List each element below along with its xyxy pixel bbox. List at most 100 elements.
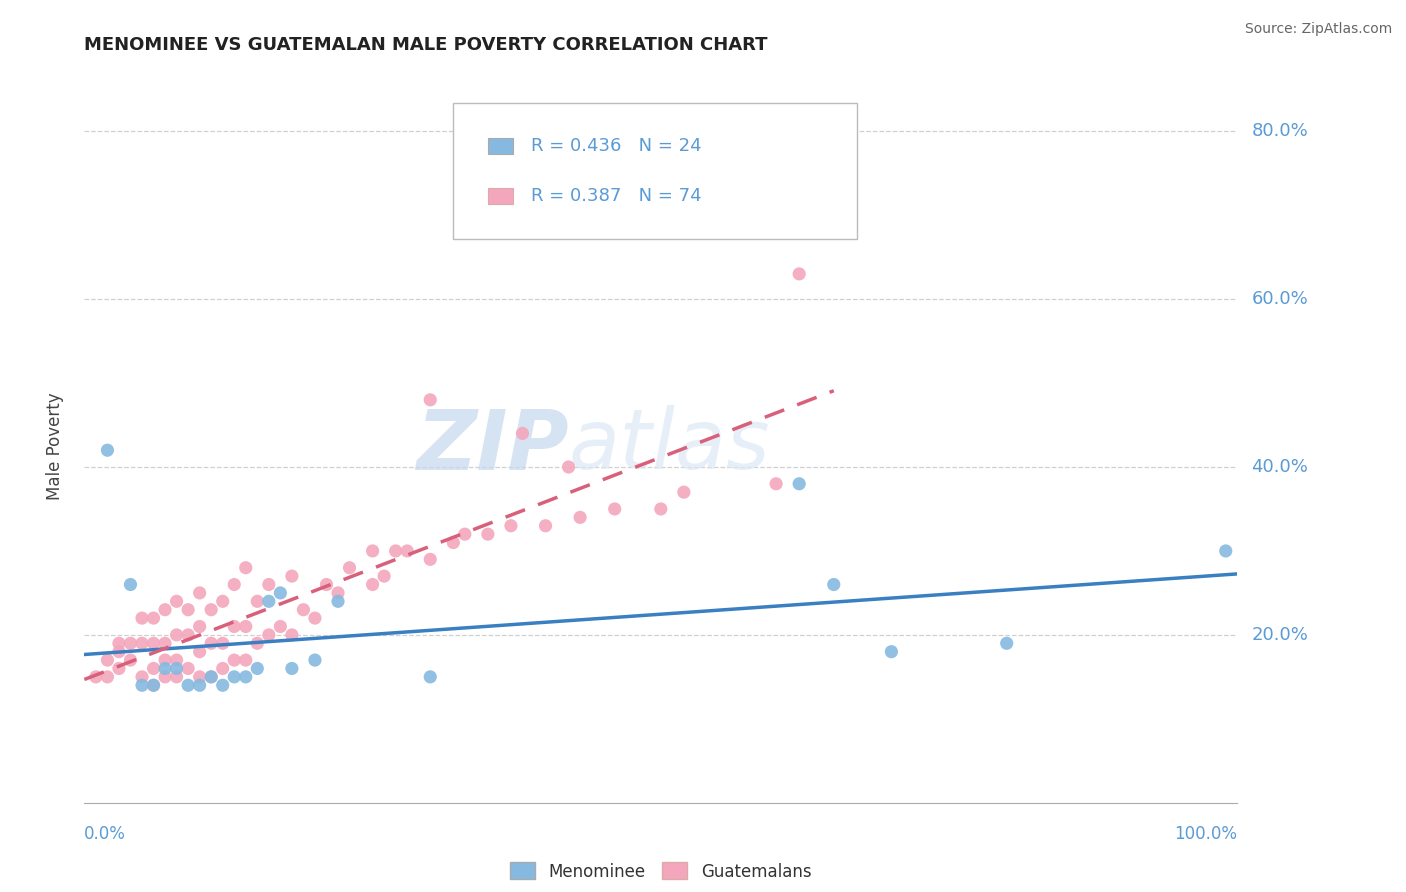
- Point: [108, 645, 131, 659]
- Point: [292, 603, 315, 617]
- Point: [235, 653, 257, 667]
- Point: [281, 569, 304, 583]
- Point: [373, 569, 395, 583]
- Point: [153, 603, 176, 617]
- Point: [188, 670, 211, 684]
- Point: [235, 670, 257, 684]
- Point: [166, 594, 188, 608]
- Point: [361, 544, 384, 558]
- Point: [477, 527, 499, 541]
- Point: [142, 661, 165, 675]
- Point: [326, 594, 349, 608]
- Point: [120, 636, 142, 650]
- FancyBboxPatch shape: [488, 138, 513, 154]
- Point: [188, 619, 211, 633]
- Point: [235, 560, 257, 574]
- Point: [603, 502, 626, 516]
- Point: [142, 678, 165, 692]
- Point: [166, 653, 188, 667]
- Point: [153, 653, 176, 667]
- Point: [224, 670, 246, 684]
- Point: [257, 577, 280, 591]
- Point: [454, 527, 477, 541]
- Point: [177, 661, 200, 675]
- FancyBboxPatch shape: [453, 103, 856, 239]
- Text: 100.0%: 100.0%: [1174, 825, 1237, 843]
- Point: [257, 594, 280, 608]
- Point: [269, 619, 291, 633]
- Point: [200, 670, 222, 684]
- Point: [269, 586, 291, 600]
- Point: [995, 636, 1018, 650]
- Point: [257, 628, 280, 642]
- Point: [142, 678, 165, 692]
- Point: [96, 443, 118, 458]
- Point: [787, 476, 810, 491]
- Text: 40.0%: 40.0%: [1251, 458, 1308, 476]
- Text: R = 0.387   N = 74: R = 0.387 N = 74: [530, 187, 702, 205]
- Point: [96, 653, 118, 667]
- Point: [419, 552, 441, 566]
- Point: [224, 653, 246, 667]
- Text: 80.0%: 80.0%: [1251, 122, 1308, 140]
- Point: [787, 267, 810, 281]
- Point: [142, 636, 165, 650]
- Point: [211, 678, 233, 692]
- Point: [84, 670, 107, 684]
- Point: [304, 611, 326, 625]
- Point: [281, 661, 304, 675]
- Text: atlas: atlas: [568, 406, 770, 486]
- Text: 20.0%: 20.0%: [1251, 626, 1308, 644]
- Point: [246, 661, 269, 675]
- Point: [441, 535, 464, 549]
- Point: [153, 670, 176, 684]
- Point: [211, 661, 233, 675]
- Point: [188, 645, 211, 659]
- Point: [200, 603, 222, 617]
- Point: [166, 661, 188, 675]
- Point: [131, 670, 153, 684]
- Point: [339, 560, 361, 574]
- Point: [211, 636, 233, 650]
- Point: [419, 392, 441, 407]
- Point: [108, 661, 131, 675]
- Point: [188, 586, 211, 600]
- Point: [396, 544, 419, 558]
- Point: [246, 594, 269, 608]
- Point: [361, 577, 384, 591]
- Point: [419, 670, 441, 684]
- Point: [672, 485, 695, 500]
- Point: [166, 670, 188, 684]
- Point: [177, 628, 200, 642]
- Point: [131, 611, 153, 625]
- Point: [224, 619, 246, 633]
- Point: [569, 510, 592, 524]
- FancyBboxPatch shape: [488, 188, 513, 204]
- Point: [499, 518, 522, 533]
- Point: [131, 636, 153, 650]
- Point: [512, 426, 534, 441]
- Point: [557, 460, 579, 475]
- Point: [96, 670, 118, 684]
- Point: [281, 628, 304, 642]
- Point: [120, 577, 142, 591]
- Point: [120, 653, 142, 667]
- Point: [188, 678, 211, 692]
- Point: [384, 544, 406, 558]
- Text: 60.0%: 60.0%: [1251, 290, 1308, 308]
- Point: [200, 636, 222, 650]
- Point: [108, 636, 131, 650]
- Point: [177, 603, 200, 617]
- Text: ZIP: ZIP: [416, 406, 568, 486]
- Point: [823, 577, 845, 591]
- Point: [235, 619, 257, 633]
- Point: [211, 594, 233, 608]
- Text: 0.0%: 0.0%: [84, 825, 127, 843]
- Point: [224, 577, 246, 591]
- Text: R = 0.436   N = 24: R = 0.436 N = 24: [530, 137, 702, 155]
- Point: [315, 577, 337, 591]
- Point: [153, 636, 176, 650]
- Text: MENOMINEE VS GUATEMALAN MALE POVERTY CORRELATION CHART: MENOMINEE VS GUATEMALAN MALE POVERTY COR…: [84, 36, 768, 54]
- Y-axis label: Male Poverty: Male Poverty: [45, 392, 63, 500]
- Point: [142, 611, 165, 625]
